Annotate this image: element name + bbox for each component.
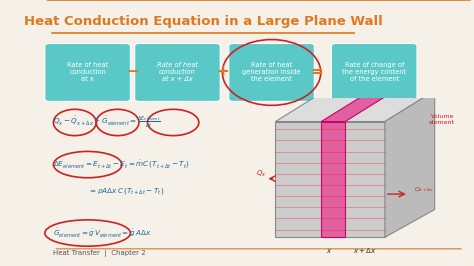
FancyBboxPatch shape (331, 44, 417, 101)
FancyBboxPatch shape (275, 122, 385, 237)
Text: Rate of heat
conduction
at x: Rate of heat conduction at x (67, 63, 108, 82)
Text: $x+\Delta x$: $x+\Delta x$ (353, 246, 377, 255)
Text: Volume
element: Volume element (428, 114, 455, 125)
Text: Heat Conduction Equation in a Large Plane Wall: Heat Conduction Equation in a Large Plan… (24, 15, 383, 28)
Text: $\quad\quad\quad\quad\quad = \rho A \Delta x \, C\,(T_{t+\Delta t} - T_t)$: $\quad\quad\quad\quad\quad = \rho A \Del… (54, 186, 164, 196)
Text: Rate of heat
conduction
at x + Δx: Rate of heat conduction at x + Δx (157, 63, 198, 82)
Polygon shape (321, 91, 395, 122)
Text: =: = (310, 64, 323, 79)
Text: $x$: $x$ (326, 247, 332, 255)
Text: Heat Transfer  |  Chapter 2: Heat Transfer | Chapter 2 (54, 250, 146, 257)
Text: Rate of heat
generation inside
the element: Rate of heat generation inside the eleme… (242, 63, 301, 82)
Text: −: − (126, 64, 139, 79)
Text: $\Delta E_{element} = E_{t+\Delta t} - E_t = \dot{m}C\,(T_{t+\Delta t} - T_t)$: $\Delta E_{element} = E_{t+\Delta t} - E… (54, 159, 190, 171)
Text: +: + (216, 64, 229, 79)
FancyBboxPatch shape (229, 44, 314, 101)
FancyBboxPatch shape (45, 44, 130, 101)
FancyBboxPatch shape (135, 44, 220, 101)
Text: Rate of change of
the energy content
of the element: Rate of change of the energy content of … (342, 63, 406, 82)
FancyBboxPatch shape (321, 122, 345, 237)
Polygon shape (275, 91, 435, 122)
Text: $Q_x$: $Q_x$ (256, 169, 267, 179)
Text: $\dot{G}_{element} = \dot{g}\, V_{element} = \dot{g}\, A\Delta x$: $\dot{G}_{element} = \dot{g}\, V_{elemen… (54, 227, 152, 239)
Polygon shape (385, 91, 435, 237)
Text: $Q_{x+\Delta x}$: $Q_{x+\Delta x}$ (414, 185, 435, 194)
Text: $\dot{Q}_x - \dot{Q}_{x+\Delta x} + \dot{G}_{element} = \frac{\Delta E_{element}: $\dot{Q}_x - \dot{Q}_{x+\Delta x} + \dot… (54, 115, 161, 130)
